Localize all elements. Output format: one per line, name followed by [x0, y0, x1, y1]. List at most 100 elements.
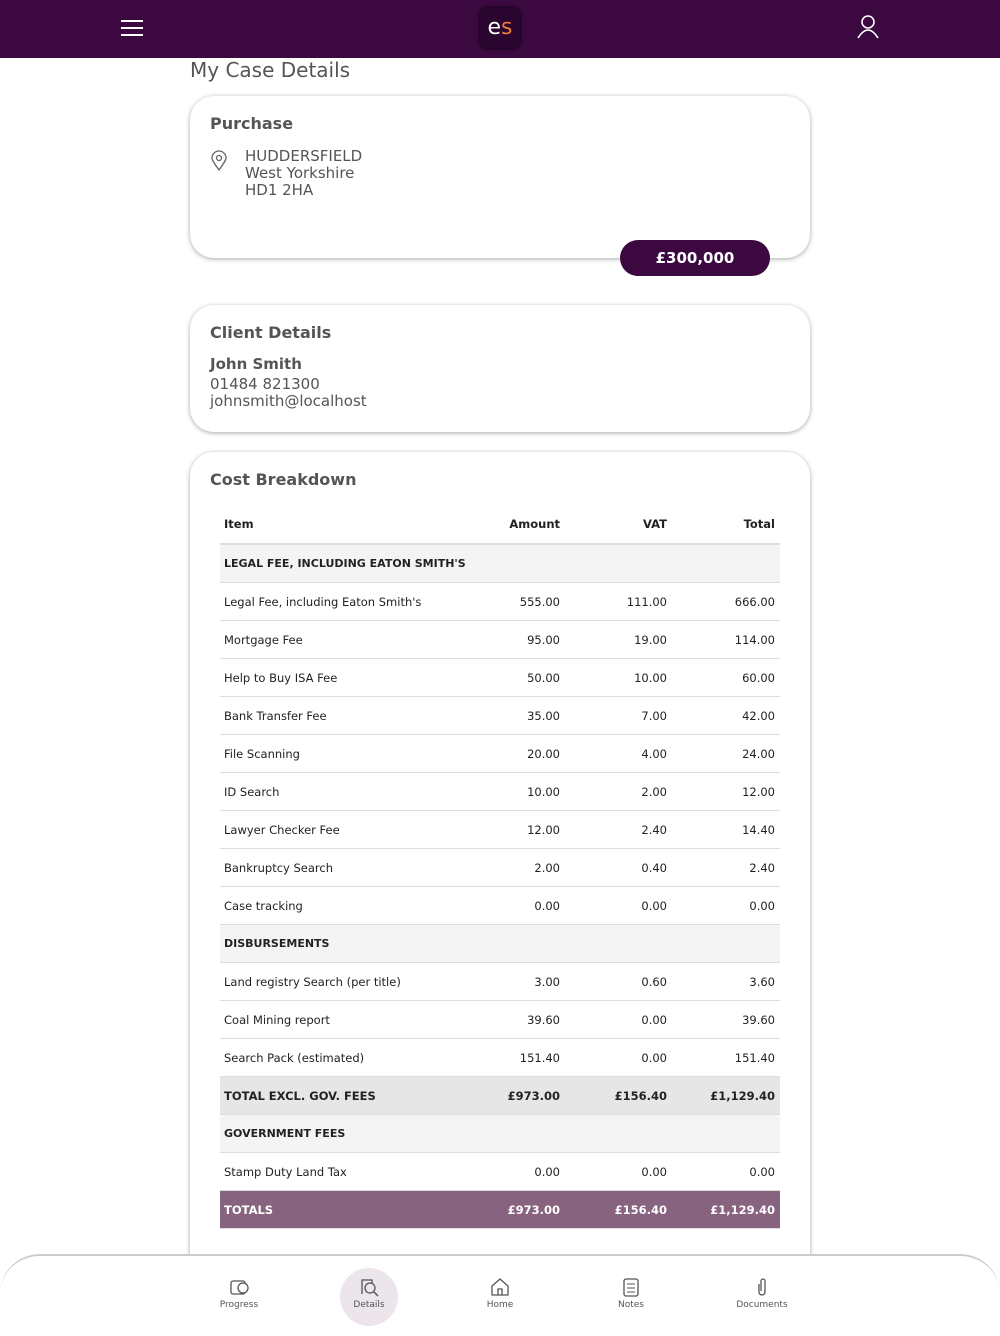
profile-button[interactable]: [856, 14, 880, 40]
cell: £1,129.40: [667, 1190, 780, 1229]
cell: 35.00: [460, 696, 560, 735]
cell: 0.00: [560, 1152, 667, 1191]
cell: Help to Buy ISA Fee: [220, 658, 460, 697]
cell: 20.00: [460, 734, 560, 773]
nav-item[interactable]: Progress: [199, 1256, 279, 1310]
address-line: HD1 2HA: [245, 181, 314, 199]
column-header: VAT: [560, 505, 667, 545]
card-title: Client Details: [210, 323, 332, 342]
cell: ID Search: [220, 772, 460, 811]
cell: 0.00: [560, 1038, 667, 1077]
cell: Bank Transfer Fee: [220, 696, 460, 735]
nav-item[interactable]: Details: [329, 1256, 409, 1310]
cell: 555.00: [460, 582, 560, 621]
page-title: My Case Details: [190, 58, 351, 82]
nav-item[interactable]: Notes: [591, 1256, 671, 1310]
nav-icon: [361, 1279, 379, 1297]
total-row: TOTALS £973.00 £156.40 £1,129.40: [220, 1190, 780, 1229]
cell: 0.00: [560, 886, 667, 925]
address: HUDDERSFIELD West Yorkshire HD1 2HA: [245, 148, 362, 199]
nav-label: Notes: [618, 1300, 644, 1310]
logo[interactable]: es: [480, 8, 520, 48]
card-title: Cost Breakdown: [210, 470, 357, 489]
cell: 60.00: [667, 658, 780, 697]
header-row: Item Amount VAT Total: [220, 505, 780, 545]
cell: 114.00: [667, 620, 780, 659]
section-heading: GOVERNMENT FEES: [220, 1114, 780, 1153]
nav-item[interactable]: Home: [460, 1256, 540, 1310]
logo-e: e: [487, 15, 502, 40]
address-line: HUDDERSFIELD: [245, 147, 363, 165]
cell: 0.40: [560, 848, 667, 887]
cell: 12.00: [667, 772, 780, 811]
cell: 39.60: [667, 1000, 780, 1039]
client-card: Client Details John Smith 01484 821300 jo…: [190, 305, 810, 432]
cost-row: Bank Transfer Fee 35.00 7.00 42.00: [220, 696, 780, 735]
cost-row: Help to Buy ISA Fee 50.00 10.00 60.00: [220, 658, 780, 697]
nav-icon: [758, 1278, 766, 1296]
cost-row: Bankruptcy Search 2.00 0.40 2.40: [220, 848, 780, 887]
cost-row: Legal Fee, including Eaton Smith's 555.00…: [220, 582, 780, 621]
cell: 3.60: [667, 962, 780, 1001]
active-tab-highlight: [340, 1268, 398, 1326]
location-icon: [211, 150, 227, 172]
cell: Case tracking: [220, 886, 460, 925]
cell: £156.40: [560, 1190, 667, 1229]
cell: Legal Fee, including Eaton Smith's: [220, 582, 460, 621]
cell: Coal Mining report: [220, 1000, 460, 1039]
cell: £1,129.40: [667, 1076, 780, 1115]
column-header: Total: [667, 505, 780, 545]
nav-label: Documents: [736, 1300, 788, 1310]
cell: 39.60: [460, 1000, 560, 1039]
header: es: [0, 0, 1000, 58]
menu-button[interactable]: [120, 18, 144, 38]
client-name: John Smith: [210, 355, 302, 373]
cell: Search Pack (estimated): [220, 1038, 460, 1077]
cell: 2.40: [667, 848, 780, 887]
nav-item[interactable]: Documents: [722, 1256, 802, 1310]
nav-icon: [230, 1280, 249, 1295]
cell: 24.00: [667, 734, 780, 773]
cell: 50.00: [460, 658, 560, 697]
cell: 666.00: [667, 582, 780, 621]
cell: 3.00: [460, 962, 560, 1001]
cell: 0.00: [667, 1152, 780, 1191]
cell: 151.40: [667, 1038, 780, 1077]
cell: £973.00: [460, 1190, 560, 1229]
cell: 19.00: [560, 620, 667, 659]
card-title: Purchase: [210, 114, 294, 133]
subtotal-row: TOTAL EXCL. GOV. FEES £973.00 £156.40 £1,12…: [220, 1076, 780, 1115]
section-heading: DISBURSEMENTS: [220, 924, 780, 963]
cost-table: Item Amount VAT Total LEGAL FEE, INCLUDING …: [220, 505, 780, 1229]
section-row: DISBURSEMENTS: [220, 924, 780, 963]
cell: 2.00: [560, 772, 667, 811]
cell: £156.40: [560, 1076, 667, 1115]
cell: 7.00: [560, 696, 667, 735]
cost-row: ID Search 10.00 2.00 12.00: [220, 772, 780, 811]
cell: Lawyer Checker Fee: [220, 810, 460, 849]
logo-s: s: [501, 15, 513, 40]
cell: 10.00: [460, 772, 560, 811]
column-header: Amount: [460, 505, 560, 545]
cell: TOTAL EXCL. GOV. FEES: [220, 1076, 460, 1115]
nav-icon: [623, 1278, 639, 1297]
nav-label: Progress: [219, 1300, 259, 1310]
nav-label: Home: [486, 1300, 514, 1310]
cell: 151.40: [460, 1038, 560, 1077]
cell: File Scanning: [220, 734, 460, 773]
cell: 2.00: [460, 848, 560, 887]
cell: £973.00: [460, 1076, 560, 1115]
cell: Mortgage Fee: [220, 620, 460, 659]
cell: 4.00: [560, 734, 667, 773]
cell: Bankruptcy Search: [220, 848, 460, 887]
cell: Land registry Search (per title): [220, 962, 460, 1001]
cost-row: Search Pack (estimated) 151.40 0.00 151.40: [220, 1038, 780, 1077]
cell: 0.00: [560, 1000, 667, 1039]
cost-row: Land registry Search (per title) 3.00 0.60…: [220, 962, 780, 1001]
cell: TOTALS: [220, 1190, 460, 1229]
purchase-card: Purchase HUDDERSFIELD West Yorkshire HD1 2…: [190, 96, 810, 258]
cell: 42.00: [667, 696, 780, 735]
cost-row: Case tracking 0.00 0.00 0.00: [220, 886, 780, 925]
section-heading: LEGAL FEE, INCLUDING EATON SMITH'S: [220, 544, 780, 583]
